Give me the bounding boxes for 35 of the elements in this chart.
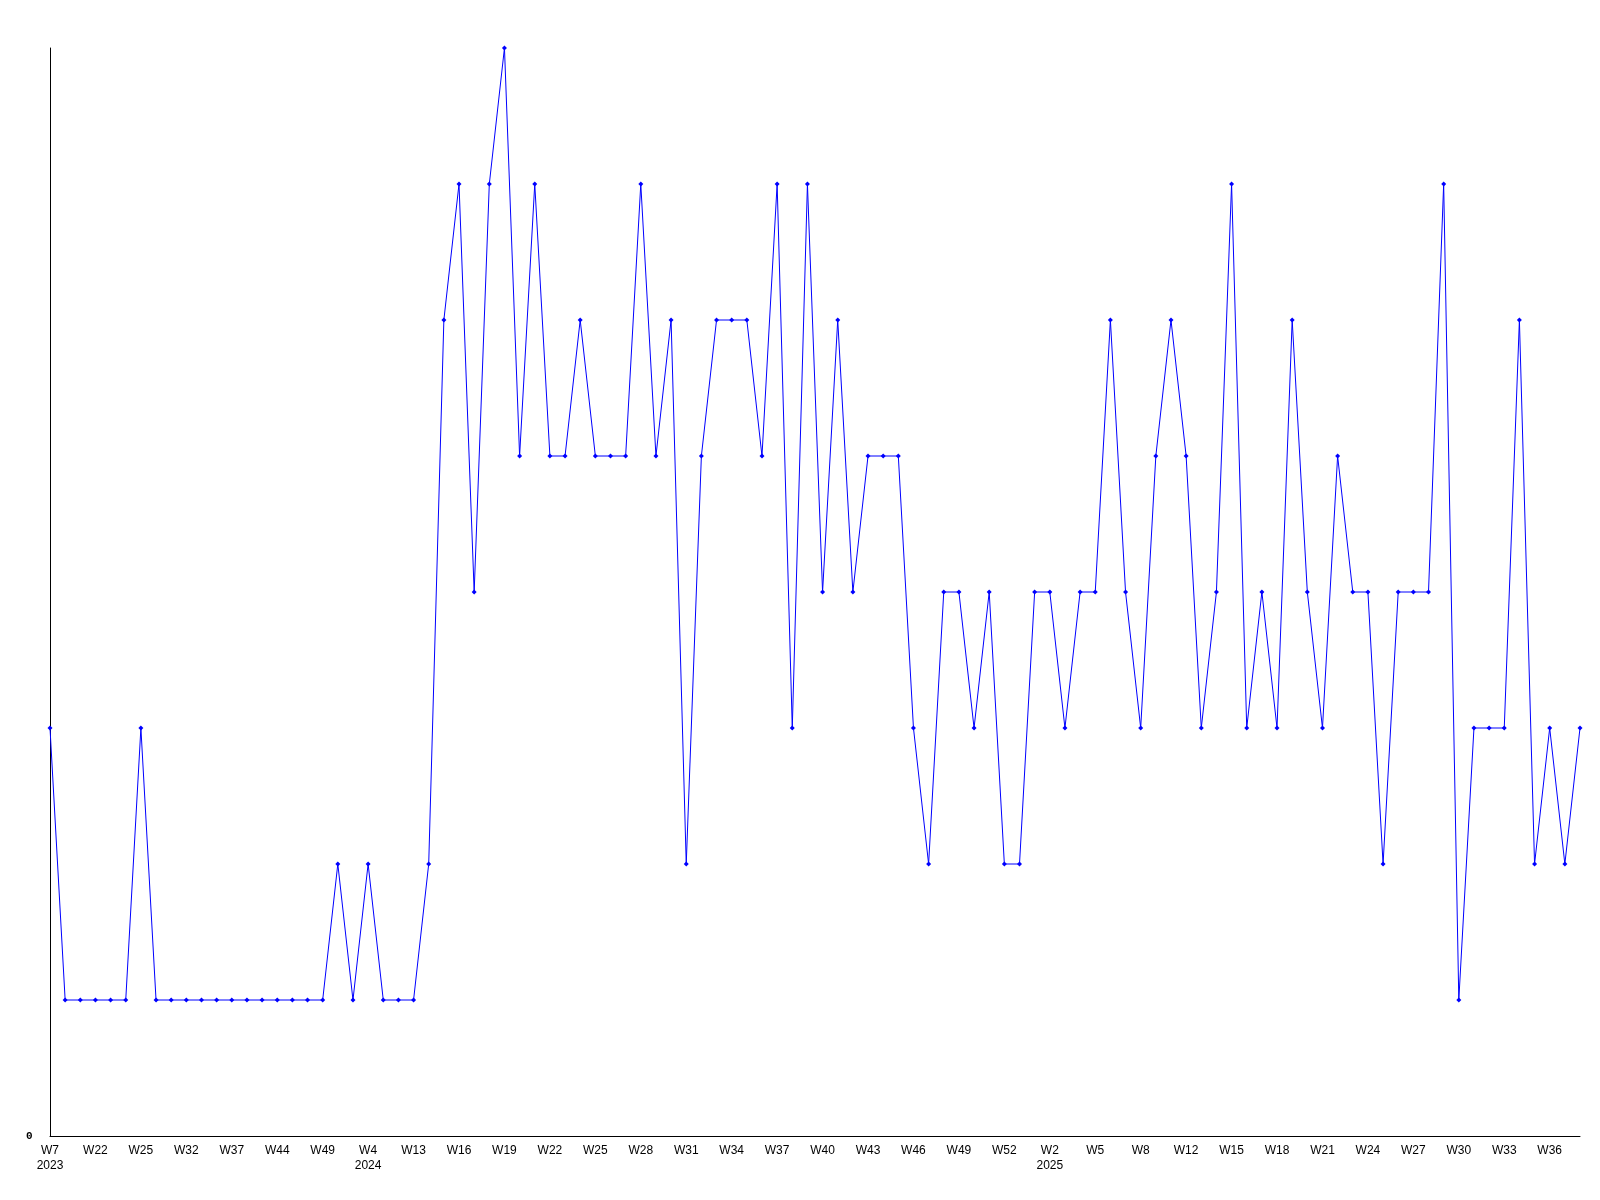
x-tick-label: W36 [1537, 1142, 1563, 1157]
x-tick-label: W27 [1401, 1142, 1427, 1157]
x-tick-label: W25 [128, 1142, 154, 1157]
x-tick-label: W22 [83, 1142, 109, 1157]
x-tick-label: W18 [1264, 1142, 1290, 1157]
x-tick-label: W4 2024 [354, 1142, 382, 1172]
x-tick-label: W22 [537, 1142, 563, 1157]
x-tick-label: W40 [810, 1142, 836, 1157]
x-tick-label: W5 [1086, 1142, 1105, 1157]
x-tick-label: W31 [673, 1142, 699, 1157]
x-tick-label: W49 [310, 1142, 336, 1157]
x-tick-label: W37 [219, 1142, 245, 1157]
x-tick-label: W7 2023 [36, 1142, 64, 1172]
x-tick-label: W13 [401, 1142, 427, 1157]
x-tick-label: W34 [719, 1142, 745, 1157]
x-tick-label: W52 [992, 1142, 1018, 1157]
x-tick-label: W2 2025 [1036, 1142, 1064, 1172]
x-tick-label: W12 [1173, 1142, 1199, 1157]
x-tick-label: W25 [583, 1142, 608, 1157]
x-tick-label: W49 [946, 1142, 972, 1157]
x-tick-label: W16 [446, 1142, 472, 1157]
x-tick-label: W15 [1219, 1142, 1245, 1157]
x-tick-label: W21 [1310, 1142, 1336, 1157]
x-tick-label: W43 [855, 1142, 881, 1157]
x-tick-label: W24 [1355, 1142, 1381, 1157]
x-tick-label: W28 [628, 1142, 654, 1157]
x-tick-label: W44 [264, 1142, 290, 1157]
x-tick-label: W30 [1446, 1142, 1472, 1157]
x-tick-label: W8 [1131, 1142, 1151, 1157]
text: 0 [26, 1129, 33, 1142]
x-tick-label: W32 [173, 1142, 199, 1157]
x-tick-label: W37 [764, 1142, 790, 1157]
x-tick-label: W19 [492, 1142, 518, 1157]
x-tick-label: W33 [1491, 1142, 1517, 1157]
x-tick-label: W46 [901, 1142, 927, 1157]
